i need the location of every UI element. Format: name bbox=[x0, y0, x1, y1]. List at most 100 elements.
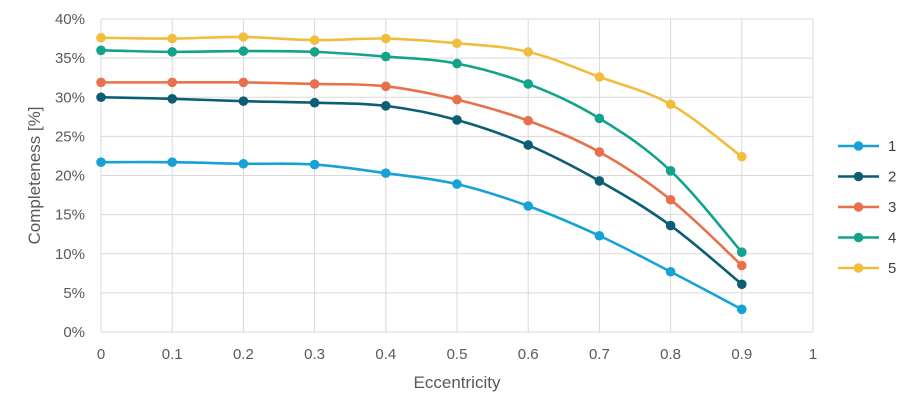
data-point bbox=[381, 33, 391, 44]
x-tick-label: 0.4 bbox=[375, 346, 396, 363]
legend-label: 4 bbox=[888, 230, 896, 247]
data-point bbox=[665, 266, 676, 277]
x-tick-label: 0.8 bbox=[660, 346, 681, 363]
data-point bbox=[381, 51, 391, 62]
series-4 bbox=[96, 45, 747, 257]
data-point bbox=[452, 94, 462, 105]
data-point bbox=[167, 157, 177, 167]
data-point bbox=[167, 47, 177, 57]
y-tick-label: 0% bbox=[63, 324, 85, 341]
data-point bbox=[665, 194, 676, 205]
data-point bbox=[167, 33, 177, 44]
data-point bbox=[309, 79, 320, 89]
y-tick-label: 15% bbox=[55, 207, 85, 224]
data-point bbox=[309, 35, 320, 45]
data-point bbox=[665, 166, 676, 176]
x-tick-label: 0 bbox=[97, 346, 105, 363]
y-axis-ticks: 0% 5% 10% 15% 20% 25% 30% 35% 40% bbox=[55, 11, 85, 341]
data-point bbox=[737, 260, 747, 271]
data-point bbox=[238, 96, 249, 106]
data-point bbox=[452, 58, 462, 69]
data-point bbox=[96, 45, 106, 56]
data-point bbox=[238, 32, 249, 42]
series-line bbox=[100, 80, 743, 267]
data-point bbox=[665, 99, 676, 110]
legend-marker bbox=[853, 202, 864, 212]
data-point bbox=[96, 32, 106, 43]
data-point bbox=[594, 72, 605, 82]
y-tick-label: 10% bbox=[55, 246, 85, 263]
series-5 bbox=[96, 32, 747, 162]
data-point bbox=[594, 113, 605, 124]
data-point bbox=[96, 157, 106, 167]
y-axis-title: Completeness [%] bbox=[25, 107, 44, 245]
x-tick-label: 0.3 bbox=[304, 346, 325, 363]
data-point bbox=[381, 81, 391, 92]
y-tick-label: 35% bbox=[55, 50, 85, 67]
data-point bbox=[523, 140, 533, 150]
data-point bbox=[452, 115, 462, 125]
x-axis-ticks: 0 0.1 0.2 0.3 0.4 0.5 0.6 0.7 0.8 0.9 1 bbox=[97, 346, 817, 363]
data-point bbox=[523, 201, 533, 211]
legend-marker bbox=[853, 171, 864, 182]
x-tick-label: 0.6 bbox=[518, 346, 539, 363]
data-point bbox=[737, 247, 747, 257]
data-point bbox=[737, 279, 747, 290]
series-2 bbox=[96, 92, 747, 290]
legend-item: 2 bbox=[838, 169, 896, 186]
legend: 1 2 3 4 5 bbox=[838, 138, 896, 277]
x-tick-label: 0.2 bbox=[233, 346, 254, 363]
data-point bbox=[665, 220, 676, 231]
legend-item: 4 bbox=[838, 230, 896, 247]
legend-label: 2 bbox=[888, 169, 896, 186]
data-point bbox=[96, 92, 106, 103]
y-tick-label: 20% bbox=[55, 168, 85, 185]
x-tick-label: 1 bbox=[809, 346, 817, 363]
data-point bbox=[523, 115, 533, 126]
data-point bbox=[594, 147, 605, 157]
data-point bbox=[238, 158, 249, 169]
x-axis-title: Eccentricity bbox=[414, 373, 501, 392]
series-1 bbox=[96, 157, 747, 315]
legend-item: 1 bbox=[838, 138, 896, 155]
series-3 bbox=[96, 77, 747, 271]
data-point bbox=[594, 176, 605, 186]
y-tick-label: 25% bbox=[55, 128, 85, 145]
data-point bbox=[452, 38, 462, 49]
x-tick-label: 0.1 bbox=[162, 346, 183, 363]
y-tick-label: 40% bbox=[55, 11, 85, 28]
legend-item: 3 bbox=[838, 199, 896, 216]
data-point bbox=[309, 47, 320, 57]
series-line bbox=[100, 95, 743, 286]
y-tick-label: 5% bbox=[63, 285, 85, 302]
x-tick-label: 0.5 bbox=[447, 346, 468, 363]
data-point bbox=[96, 77, 106, 88]
data-point bbox=[452, 179, 462, 189]
series-group bbox=[96, 32, 747, 315]
data-point bbox=[309, 97, 320, 108]
legend-label: 3 bbox=[888, 199, 896, 216]
data-point bbox=[523, 47, 533, 57]
data-point bbox=[167, 94, 177, 104]
data-point bbox=[594, 230, 605, 241]
data-point bbox=[381, 101, 391, 111]
data-point bbox=[523, 79, 533, 89]
legend-label: 5 bbox=[888, 260, 896, 277]
series-line bbox=[100, 160, 743, 311]
legend-marker bbox=[853, 263, 864, 273]
data-point bbox=[737, 151, 747, 162]
data-point bbox=[309, 159, 320, 170]
data-point bbox=[167, 77, 177, 88]
legend-item: 5 bbox=[838, 260, 896, 277]
data-point bbox=[238, 46, 249, 56]
legend-marker bbox=[853, 141, 864, 151]
series-line bbox=[100, 49, 743, 254]
y-tick-label: 30% bbox=[55, 89, 85, 106]
x-tick-label: 0.9 bbox=[731, 346, 752, 363]
legend-marker bbox=[853, 232, 864, 243]
legend-label: 1 bbox=[888, 138, 896, 155]
data-point bbox=[238, 77, 249, 88]
data-point bbox=[737, 304, 747, 315]
x-tick-label: 0.7 bbox=[589, 346, 610, 363]
